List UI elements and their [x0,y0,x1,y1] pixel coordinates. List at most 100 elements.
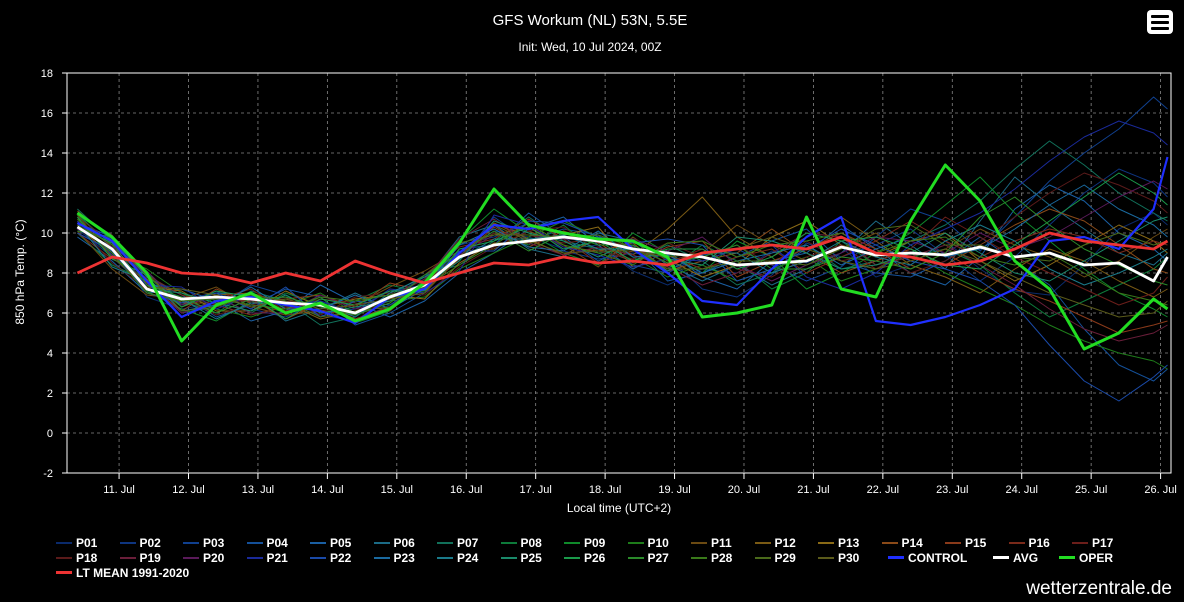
legend-label: P19 [139,551,161,565]
legend-item-p30[interactable]: P30 [818,551,859,566]
x-tick-label: 14. Jul [311,484,343,496]
legend-swatch [373,556,390,559]
y-tick-label: -2 [43,468,53,480]
legend-label: P05 [330,536,352,550]
series-line-p18 [77,172,1168,316]
legend-item-lt-mean-1991-2020[interactable]: LT MEAN 1991-2020 [56,566,189,581]
legend-item-p24[interactable]: P24 [437,551,478,566]
y-tick-label: 10 [41,228,53,240]
y-tick-label: 14 [41,148,53,160]
legend-item-p02[interactable]: P02 [119,536,161,551]
hamburger-menu-icon[interactable] [1147,10,1173,34]
legend-item-control[interactable]: CONTROL [888,551,967,566]
legend-swatch [888,556,904,560]
legend-swatch [246,541,263,544]
legend-item-p04[interactable]: P04 [246,536,288,551]
legend-swatch [500,556,517,559]
y-tick-label: 16 [41,108,53,120]
legend-swatch [437,541,453,544]
legend-item-p25[interactable]: P25 [500,551,542,566]
legend-swatch [691,541,707,544]
legend-item-oper[interactable]: OPER [1059,551,1113,566]
legend-swatch [754,541,771,544]
legend-label: P09 [584,536,606,550]
legend-item-p17[interactable]: P17 [1072,536,1113,551]
legend-swatch [310,556,326,559]
legend-swatch [56,541,72,544]
legend-item-p06[interactable]: P06 [373,536,415,551]
legend-item-p21[interactable]: P21 [246,551,288,566]
chart-title: GFS Workum (NL) 53N, 5.5E [493,12,688,29]
legend-label: P12 [774,536,796,550]
legend-swatch [818,541,834,544]
legend-swatch [627,556,644,559]
legend-label: AVG [1013,551,1039,565]
legend-swatch [564,556,580,559]
chart-subtitle: Init: Wed, 10 Jul 2024, 00Z [518,40,661,54]
series-line-p30 [77,214,1168,318]
legend-swatch [818,556,834,559]
legend-swatch [246,556,263,559]
legend-label: P17 [1092,536,1114,550]
legend-swatch [1059,556,1075,560]
legend-item-p05[interactable]: P05 [310,536,351,551]
legend-swatch [945,541,961,544]
legend-item-avg[interactable]: AVG [993,551,1038,566]
legend-item-p01[interactable]: P01 [56,536,97,551]
y-tick-label: 6 [47,308,53,320]
x-tick-label: 12. Jul [172,484,204,496]
series-line-lt-mean-1991-2020 [76,231,1169,285]
legend-label: P24 [457,551,479,565]
legend-item-p10[interactable]: P10 [627,536,669,551]
legend-item-p22[interactable]: P22 [310,551,351,566]
x-tick-label: 19. Jul [658,484,690,496]
legend-label: CONTROL [908,551,968,565]
x-tick-label: 25. Jul [1075,484,1107,496]
legend-label: P07 [457,536,479,550]
x-tick-label: 26. Jul [1144,484,1176,496]
x-tick-label: 17. Jul [519,484,551,496]
legend-item-p23[interactable]: P23 [373,551,415,566]
legend-item-p16[interactable]: P16 [1008,536,1050,551]
legend-item-p14[interactable]: P14 [881,536,923,551]
x-axis-label: Local time (UTC+2) [567,501,671,515]
legend-item-p18[interactable]: P18 [56,551,97,566]
x-tick-label: 13. Jul [242,484,274,496]
x-tick-label: 15. Jul [381,484,413,496]
legend-label: P29 [774,551,796,565]
legend-swatch [754,556,771,559]
legend-label: P04 [266,536,288,550]
x-tick-label: 20. Jul [728,484,760,496]
legend-item-p20[interactable]: P20 [183,551,224,566]
legend-swatch [437,556,453,559]
legend-item-p26[interactable]: P26 [564,551,605,566]
legend-item-p09[interactable]: P09 [564,536,605,551]
legend-item-p19[interactable]: P19 [119,551,161,566]
legend-item-p08[interactable]: P08 [500,536,542,551]
legend-swatch [183,541,199,544]
legend-item-p07[interactable]: P07 [437,536,478,551]
legend-swatch [119,541,136,544]
legend-label: P08 [520,536,542,550]
legend-item-p13[interactable]: P13 [818,536,859,551]
legend-item-p11[interactable]: P11 [691,536,732,551]
legend-label: P25 [520,551,542,565]
y-tick-label: 8 [47,268,53,280]
legend-label: P01 [76,536,98,550]
legend-swatch [691,556,707,559]
legend-item-p29[interactable]: P29 [754,551,796,566]
legend-item-p27[interactable]: P27 [627,551,669,566]
legend-label: P03 [203,536,225,550]
legend-label: P10 [647,536,669,550]
legend-swatch [183,556,199,559]
legend-swatch [564,541,580,544]
legend-label: P11 [711,536,732,550]
y-tick-label: 18 [41,68,53,80]
legend-swatch [56,571,72,575]
series-line-p28 [77,218,1168,310]
legend-item-p15[interactable]: P15 [945,536,986,551]
legend-item-p03[interactable]: P03 [183,536,224,551]
legend-item-p12[interactable]: P12 [754,536,796,551]
legend-item-p28[interactable]: P28 [691,551,732,566]
series-lines [76,96,1169,402]
